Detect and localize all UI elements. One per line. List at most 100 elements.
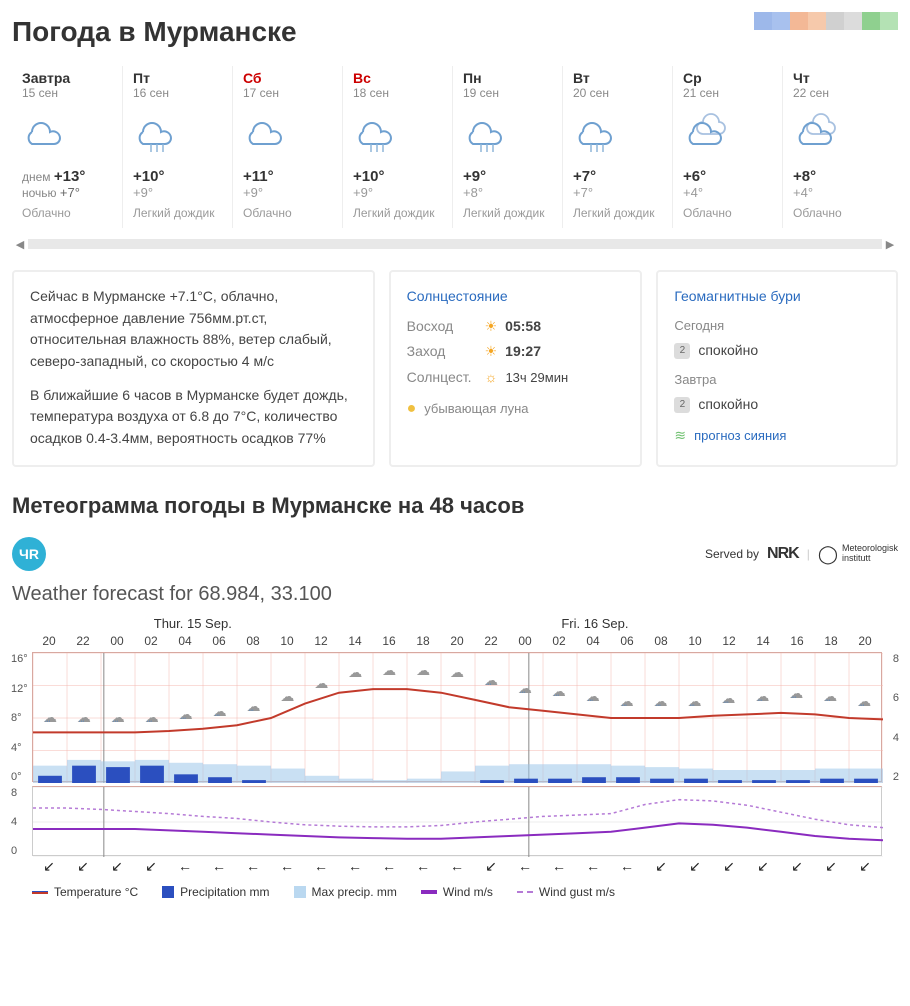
day-temp-low: +4°	[683, 185, 772, 200]
day-card[interactable]: Чт 22 сен +8° +4° Облачно	[782, 66, 892, 228]
legend-gust: Wind gust m/s	[539, 885, 615, 899]
sun-icon: ☼	[485, 367, 498, 389]
day-condition: Облачно	[243, 206, 332, 220]
legend-max-precip: Max precip. mm	[312, 885, 397, 899]
day-temp-high: +6°	[683, 168, 772, 185]
sunrise-value: 05:58	[505, 316, 541, 338]
day-date: 21 сен	[683, 86, 772, 100]
moon-phase: убывающая луна	[424, 399, 528, 419]
day-name: Завтра	[22, 70, 112, 86]
now-text-2: В ближайшие 6 часов в Мурманске будет до…	[30, 385, 357, 450]
day-name: Вт	[573, 70, 662, 86]
geo-tomorrow-value: спокойно	[698, 394, 758, 416]
day-temp-low: +9°	[243, 185, 332, 200]
day-temp-high: +7°	[573, 168, 662, 185]
sunset-label: Заход	[407, 341, 477, 363]
day-temp-low: +7°	[573, 185, 662, 200]
chart-legend: Temperature °C Precipitation mm Max prec…	[32, 885, 898, 899]
sun-card: Солнцестояние Восход ☀ 05:58 Заход ☀ 19:27 С…	[389, 270, 643, 467]
hour-row: 2022000204060810121416182022000204060810…	[32, 634, 882, 648]
day-condition: Легкий дождик	[463, 206, 552, 220]
temp-y-axis-left: 16°12°8°4°0°	[11, 653, 28, 783]
geo-today-label: Сегодня	[674, 316, 880, 336]
day-date: 19 сен	[463, 86, 552, 100]
day-name: Чт	[793, 70, 882, 86]
temperature-chart: 16°12°8°4°0° 8642 ☁ʻʻʻ☁ʻʻʻ☁ʻʻʻ☁ʻʻʻ☁ʻʻʻ☁ʻ…	[32, 652, 882, 782]
day-temp-low: +4°	[793, 185, 882, 200]
weather-icon	[793, 110, 882, 158]
day-card[interactable]: Пн 19 сен +9° +8° Легкий дождик	[452, 66, 562, 228]
day-temp-high: +10°	[133, 168, 222, 185]
sunset-value: 19:27	[505, 341, 541, 363]
day-temp-high: +9°	[463, 168, 552, 185]
page-title: Погода в Мурманске	[12, 16, 297, 48]
solstice-value: 13ч 29мин	[505, 368, 568, 388]
day-temp-high: +11°	[243, 168, 332, 185]
served-by-label: Served by	[705, 547, 759, 561]
day-temp-low: +9°	[133, 185, 222, 200]
day-labels: Thur. 15 Sep.Fri. 16 Sep.	[12, 616, 898, 632]
day-temp-high: +8°	[793, 168, 882, 185]
day-card[interactable]: Ср 21 сен +6° +4° Облачно	[672, 66, 782, 228]
now-text-1: Сейчас в Мурманске +7.1°C, облачно, атмо…	[30, 286, 357, 373]
weather-icon	[133, 110, 222, 158]
legend-precip: Precipitation mm	[180, 885, 269, 899]
day-card[interactable]: Вс 18 сен +10° +9° Легкий дождик	[342, 66, 452, 228]
sunset-icon: ☀	[485, 341, 498, 363]
scroll-track[interactable]	[28, 239, 882, 249]
geo-tomorrow-badge: 2	[674, 397, 690, 413]
wind-direction-arrows: ↙↙↙↙←←←←←←←←←↙←←←←↙↙↙↙↙↙↙	[32, 858, 882, 875]
precip-y-axis-right: 8642	[893, 653, 899, 783]
day-name: Пт	[133, 70, 222, 86]
geo-tomorrow-label: Завтра	[674, 370, 880, 390]
wind-y-axis-left: 840	[11, 787, 17, 857]
day-date: 17 сен	[243, 86, 332, 100]
day-name: Сб	[243, 70, 332, 86]
solstice-label: Солнцест.	[407, 367, 477, 389]
day-date: 20 сен	[573, 86, 662, 100]
met-institutt-label: Meteorologiskinstitutt	[842, 544, 898, 564]
moon-icon: ●	[407, 397, 417, 422]
day-name: Вс	[353, 70, 442, 86]
weather-icon	[243, 110, 332, 158]
horizontal-scrollbar[interactable]: ◀ ▶	[12, 236, 898, 252]
current-conditions-card: Сейчас в Мурманске +7.1°C, облачно, атмо…	[12, 270, 375, 467]
sunrise-icon: ☀	[485, 316, 498, 338]
meteogram-section-title: Метеограмма погоды в Мурманске на 48 час…	[12, 493, 898, 519]
geo-card: Геомагнитные бури Сегодня 2 спокойно Завт…	[656, 270, 898, 467]
day-condition: Облачно	[683, 206, 772, 220]
weather-icon	[683, 110, 772, 158]
day-temp-low: +9°	[353, 185, 442, 200]
aurora-icon: ≋	[674, 425, 686, 447]
day-temp-low: +8°	[463, 185, 552, 200]
day-condition: Легкий дождик	[353, 206, 442, 220]
legend-wind: Wind m/s	[443, 885, 493, 899]
weather-icon	[573, 110, 662, 158]
day-card[interactable]: Сб 17 сен +11° +9° Облачно	[232, 66, 342, 228]
weather-icon	[22, 110, 112, 158]
wind-svg	[33, 787, 883, 857]
day-name: Пн	[463, 70, 552, 86]
day-name: Ср	[683, 70, 772, 86]
sunrise-label: Восход	[407, 316, 477, 338]
served-by: Served by NRK | ◯ Meteorologiskinstitutt	[705, 544, 898, 565]
met-icon: ◯	[818, 544, 838, 565]
scroll-left-icon[interactable]: ◀	[12, 236, 28, 252]
scroll-right-icon[interactable]: ▶	[882, 236, 898, 252]
day-condition: Легкий дождик	[133, 206, 222, 220]
weather-icon	[463, 110, 552, 158]
day-temp-high: +10°	[353, 168, 442, 185]
color-strip	[754, 12, 898, 30]
geo-title: Геомагнитные бури	[674, 286, 880, 308]
meteogram-title: Weather forecast for 68.984, 33.100	[12, 583, 898, 606]
yr-logo: ЧR	[12, 537, 46, 571]
sun-title: Солнцестояние	[407, 286, 625, 308]
day-card[interactable]: Вт 20 сен +7° +7° Легкий дождик	[562, 66, 672, 228]
wind-chart: 840	[32, 786, 882, 856]
day-card[interactable]: Завтра 15 сен днем +13° ночью +7° Облачн…	[12, 66, 122, 228]
forecast-days: Завтра 15 сен днем +13° ночью +7° Облачн…	[12, 66, 898, 228]
aurora-link[interactable]: прогноз сияния	[694, 426, 786, 446]
geo-today-badge: 2	[674, 343, 690, 359]
geo-today-value: спокойно	[698, 340, 758, 362]
day-card[interactable]: Пт 16 сен +10° +9° Легкий дождик	[122, 66, 232, 228]
